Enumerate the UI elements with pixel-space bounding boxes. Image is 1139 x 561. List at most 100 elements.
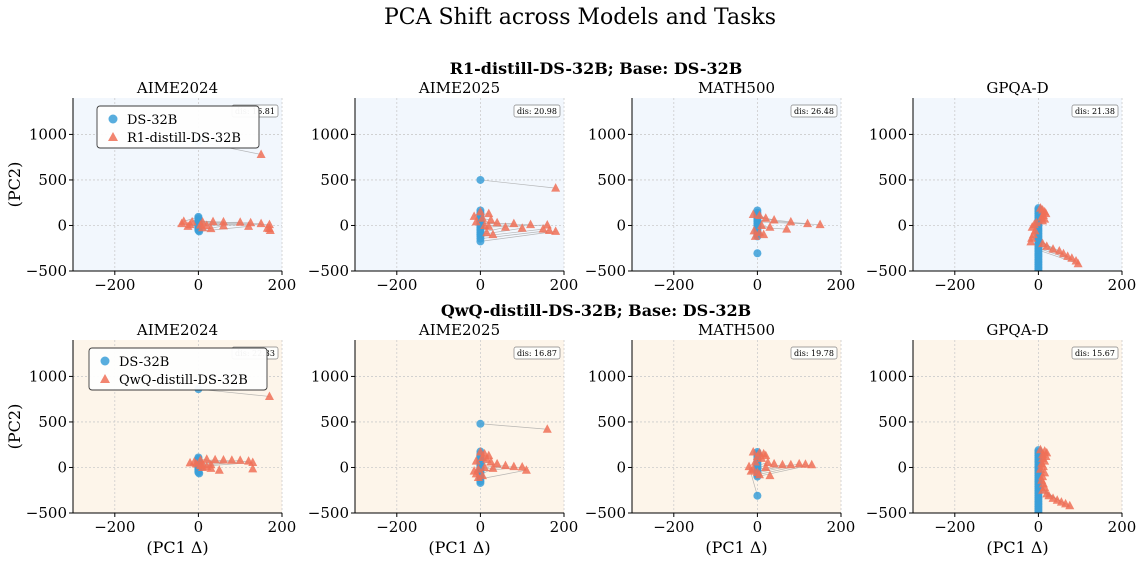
x-tick-label: −200 xyxy=(94,276,135,294)
x-tick-label: 0 xyxy=(476,518,486,536)
distill-point xyxy=(761,213,771,222)
distill-point xyxy=(1026,236,1036,246)
y-tick-label: −500 xyxy=(866,262,907,280)
y-axis-label: (PC2) xyxy=(5,404,24,450)
distill-point xyxy=(492,458,502,468)
legend-base-marker xyxy=(100,356,110,366)
y-tick-label: 0 xyxy=(616,458,626,476)
distill-point xyxy=(749,225,759,235)
distill-point xyxy=(748,446,758,456)
distill-point xyxy=(235,455,245,464)
distill-point xyxy=(484,221,494,230)
legend-distill-label: R1-distill-DS-32B xyxy=(127,131,241,146)
y-tick-label: 0 xyxy=(897,216,907,234)
distill-point xyxy=(477,213,487,222)
x-tick-label: −200 xyxy=(376,276,417,294)
plot-background xyxy=(632,98,841,271)
distill-point xyxy=(759,229,769,239)
plot-background xyxy=(355,98,564,271)
distill-point xyxy=(746,466,756,475)
base-point xyxy=(476,175,485,184)
y-tick-label: 0 xyxy=(616,216,626,234)
distill-point xyxy=(794,458,804,468)
base-point xyxy=(195,469,204,478)
figure-title: PCA Shift across Models and Tasks xyxy=(384,5,776,30)
x-tick-label: 200 xyxy=(550,276,579,294)
distill-point xyxy=(1065,500,1075,510)
panel-title: GPQA-D xyxy=(986,321,1048,339)
distill-point xyxy=(538,224,548,233)
panel-title: AIME2025 xyxy=(418,321,500,339)
distill-point xyxy=(765,222,775,231)
row-title: R1-distill-DS-32B; Base: DS-32B xyxy=(450,59,743,78)
x-tick-label: −200 xyxy=(653,276,694,294)
distill-point xyxy=(248,457,258,466)
distill-point xyxy=(218,220,228,230)
distill-point xyxy=(1038,485,1048,494)
dis-label: dis: 16.87 xyxy=(517,349,557,358)
x-axis-label: (PC1 Δ) xyxy=(146,538,208,557)
distill-point xyxy=(210,454,220,464)
distill-point xyxy=(183,221,193,230)
x-tick-label: 0 xyxy=(753,276,763,294)
y-tick-label: −500 xyxy=(866,504,907,522)
x-tick-label: −200 xyxy=(934,518,975,536)
distill-point xyxy=(815,219,825,229)
shift-connector xyxy=(480,469,527,480)
distill-point xyxy=(1073,258,1083,268)
distill-point xyxy=(803,218,813,228)
distill-point xyxy=(1038,238,1048,248)
distill-point xyxy=(786,459,796,469)
y-tick-label: −500 xyxy=(585,262,626,280)
y-tick-label: 0 xyxy=(339,216,349,234)
distill-point xyxy=(757,453,767,462)
base-point xyxy=(476,419,485,428)
y-tick-label: 1000 xyxy=(29,367,67,385)
y-tick-label: 1000 xyxy=(29,125,67,143)
distill-point xyxy=(218,455,228,464)
y-tick-label: 500 xyxy=(320,413,349,431)
distill-point xyxy=(1058,248,1068,258)
distill-point xyxy=(509,218,519,228)
y-tick-label: −500 xyxy=(308,504,349,522)
x-tick-label: 0 xyxy=(194,276,204,294)
distill-point xyxy=(544,225,554,234)
y-tick-label: −500 xyxy=(308,262,349,280)
distill-point xyxy=(761,462,771,471)
x-tick-label: 200 xyxy=(268,276,297,294)
distill-point xyxy=(500,460,510,470)
distill-point xyxy=(256,149,266,158)
distill-point xyxy=(486,457,496,466)
y-tick-label: 500 xyxy=(878,413,907,431)
distill-point xyxy=(488,463,498,472)
y-tick-label: −500 xyxy=(26,504,67,522)
distill-point xyxy=(480,462,490,471)
distill-point xyxy=(1044,490,1054,500)
y-tick-label: 500 xyxy=(320,171,349,189)
x-tick-label: 200 xyxy=(268,518,297,536)
plot-points xyxy=(748,206,825,258)
distill-point xyxy=(769,215,779,224)
base-point xyxy=(1034,266,1043,271)
panel-title: AIME2024 xyxy=(136,79,218,97)
x-axis-label: (PC1 Δ) xyxy=(428,538,490,557)
y-tick-label: 500 xyxy=(597,413,626,431)
legend-base-marker xyxy=(108,114,118,124)
y-tick-label: 0 xyxy=(339,458,349,476)
legend-box xyxy=(88,347,268,391)
distill-point xyxy=(526,219,536,229)
distill-point xyxy=(757,220,767,229)
plot-points xyxy=(469,175,561,246)
distill-point xyxy=(482,454,492,463)
distill-point xyxy=(208,216,218,226)
x-tick-label: 200 xyxy=(1108,518,1137,536)
panel-title: AIME2024 xyxy=(136,321,218,339)
distill-point xyxy=(551,183,561,192)
distill-point xyxy=(488,229,498,239)
distill-point xyxy=(198,222,208,232)
base-point xyxy=(1034,508,1043,513)
distill-point xyxy=(748,209,758,219)
distill-point xyxy=(471,216,481,226)
distill-point xyxy=(765,470,775,480)
distill-point xyxy=(786,216,796,226)
